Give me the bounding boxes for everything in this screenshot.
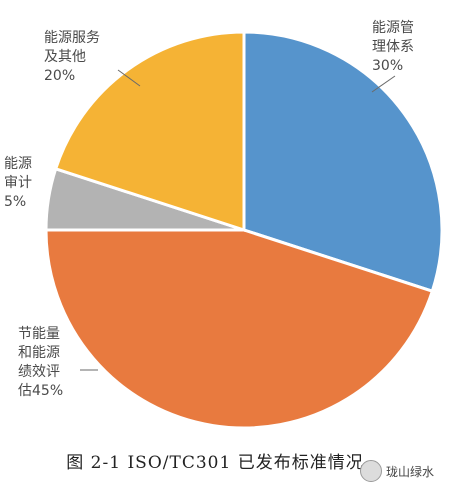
pie-chart: 能源管理体系 30% 节能量和能源绩效评估45% 能源审计 5% 能源服务及其他 20% [4, 20, 444, 430]
slice-label-1: 节能量和能源绩效评估45% [18, 326, 63, 399]
watermark-logo-icon [360, 460, 382, 482]
pie-slice-0 [242, 30, 444, 294]
figure-caption: 图 2-1 ISO/TC301 已发布标准情况 [66, 453, 364, 473]
pie-slice-1 [44, 228, 435, 430]
slice-label-0: 能源管理体系 30% [372, 20, 414, 74]
slice-label-3: 能源服务及其他 20% [44, 30, 100, 84]
leader-line-3 [117, 69, 141, 87]
slice-label-2: 能源审计 5% [4, 156, 32, 210]
pie-slice-3 [53, 30, 246, 233]
watermark: 珑山绿水 [360, 458, 454, 484]
leader-line-0 [371, 75, 396, 93]
watermark-text: 珑山绿水 [386, 464, 435, 479]
